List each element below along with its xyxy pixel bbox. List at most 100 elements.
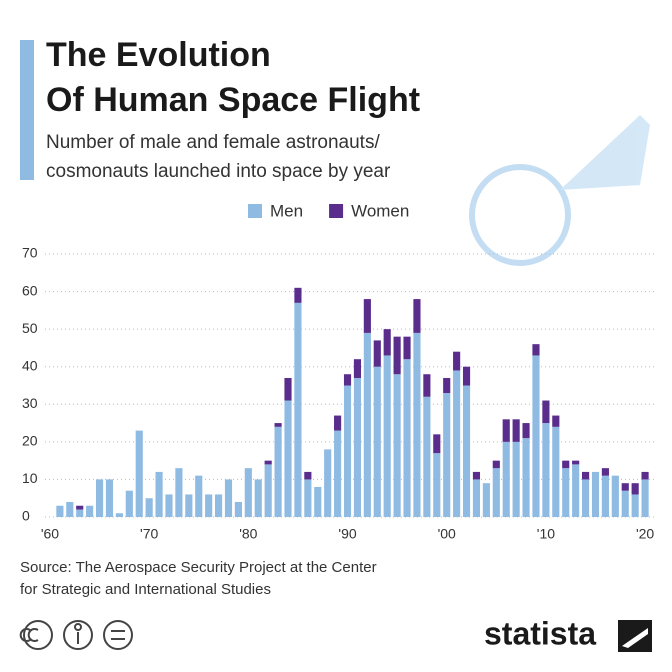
bar-segment	[363, 332, 371, 517]
bar-segment	[264, 464, 272, 517]
bar-segment	[572, 464, 580, 517]
bar-segment	[195, 475, 203, 517]
bar-segment	[433, 434, 441, 454]
bar-segment	[581, 479, 590, 517]
bar-segment	[472, 471, 481, 480]
y-tick-label: 70	[22, 245, 38, 261]
bar-segment	[532, 344, 540, 356]
bar-segment	[482, 483, 490, 517]
bar-segment	[363, 299, 371, 333]
bar-segment	[254, 479, 262, 517]
bar-segment	[135, 430, 143, 517]
x-tick-label: '10	[537, 526, 555, 542]
bar-segment	[423, 374, 431, 397]
bar-segment	[581, 471, 590, 480]
x-tick-label: '60	[41, 526, 59, 542]
bar-segment	[95, 479, 104, 517]
bar-segment	[324, 449, 332, 517]
title-line: Of Human Space Flight	[46, 81, 420, 119]
bar-segment	[294, 302, 302, 517]
bar-segment	[373, 340, 381, 367]
logo: statista	[484, 615, 596, 651]
bar-segment	[552, 415, 560, 427]
bar-segment	[462, 385, 471, 517]
bar-segment	[76, 505, 84, 510]
bar-segment	[641, 471, 649, 480]
bar-segment	[224, 479, 233, 517]
bar-segment	[215, 494, 223, 517]
bar-segment	[284, 377, 292, 401]
bar-segment	[492, 468, 500, 517]
bar-segment	[403, 336, 411, 360]
bar-segment	[403, 359, 411, 517]
y-tick-label: 20	[22, 433, 38, 449]
bar-segment	[562, 468, 570, 517]
bar-segment	[353, 359, 362, 378]
bar-segment	[86, 505, 94, 517]
bar-segment	[621, 490, 629, 517]
bar-segment	[334, 430, 342, 517]
bar-segment	[165, 494, 173, 517]
x-tick-label: '90	[338, 526, 356, 542]
bar-segment	[234, 501, 242, 517]
accent-bar	[20, 40, 34, 180]
legend-swatch	[248, 204, 262, 218]
bar-segment	[76, 509, 84, 517]
bar-segment	[552, 426, 560, 517]
bar-segment	[591, 471, 600, 517]
y-tick-label: 0	[22, 508, 30, 524]
bar-segment	[532, 355, 540, 517]
rocket-illustration	[469, 115, 650, 266]
bar-segment	[472, 479, 481, 517]
x-tick-label: '20	[636, 526, 654, 542]
bar-segment	[413, 299, 421, 333]
bar-segment	[611, 475, 619, 517]
bar-segment	[304, 471, 312, 480]
x-tick-label: '00	[438, 526, 456, 542]
y-tick-label: 60	[22, 282, 38, 298]
bar-segment	[353, 377, 362, 517]
bar-segment	[641, 479, 649, 517]
y-tick-label: 10	[22, 470, 38, 486]
bar-segment	[383, 355, 391, 517]
bar-segment	[155, 471, 163, 517]
y-tick-label: 50	[22, 320, 38, 336]
legend-swatch	[329, 204, 344, 218]
bar-segment	[274, 423, 282, 427]
bar-segment	[601, 468, 609, 476]
bar-segment	[522, 438, 530, 517]
bar-segment	[314, 486, 322, 517]
bar-segment	[522, 423, 530, 439]
bar-segment	[284, 400, 292, 517]
y-tick-label: 30	[22, 395, 38, 411]
bar-segment	[383, 329, 391, 356]
y-tick-label: 40	[22, 357, 38, 373]
subtitle-line: Number of male and female astronauts/	[46, 132, 380, 153]
bar-segment	[443, 393, 451, 517]
bar-segment	[343, 385, 352, 517]
bar-segment	[502, 441, 510, 517]
bar-segment	[175, 468, 183, 517]
bar-segment	[631, 483, 639, 495]
bar-segment	[462, 366, 471, 386]
bar-segment	[105, 479, 114, 517]
bar-segment	[66, 501, 74, 517]
bar-segment	[373, 366, 381, 517]
legend-label: Women	[351, 201, 409, 220]
bar-segment	[294, 287, 302, 303]
bar-segment	[621, 483, 629, 491]
legend-label: Men	[270, 201, 303, 220]
bar-segment	[453, 370, 461, 517]
bar-segment	[274, 426, 282, 517]
bar-segment	[244, 468, 252, 517]
bar-segment	[145, 498, 153, 517]
bar-segment	[393, 336, 401, 375]
bar-segment	[492, 460, 500, 469]
title-line: The Evolution	[46, 36, 271, 74]
bar-segment	[502, 419, 510, 442]
bar-segment	[512, 441, 520, 517]
subtitle-line: cosmonauts launched into space by year	[46, 161, 391, 182]
bar-segment	[185, 494, 193, 517]
bar-segment	[562, 460, 570, 469]
